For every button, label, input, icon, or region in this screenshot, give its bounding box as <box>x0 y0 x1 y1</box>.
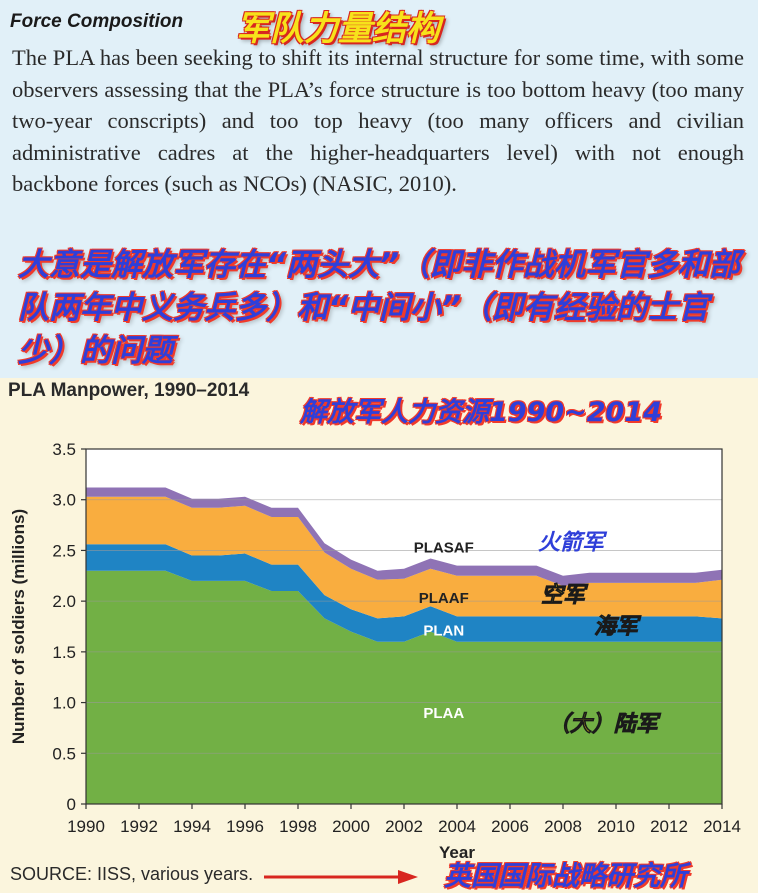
y-tick-label: 3.0 <box>52 491 76 510</box>
y-tick-label: 1.0 <box>52 694 76 713</box>
x-tick-label: 2002 <box>385 817 423 836</box>
y-tick-label: 0.5 <box>52 744 76 763</box>
x-tick-label: 2014 <box>703 817 741 836</box>
source-note: SOURCE: IISS, various years. <box>10 864 254 884</box>
y-axis-label: Number of soldiers (millions) <box>9 509 28 744</box>
series-label-plaa: PLAA <box>423 705 464 722</box>
x-tick-label: 2010 <box>597 817 635 836</box>
body-paragraph: The PLA has been seeking to shift its in… <box>12 45 744 196</box>
series-label-cn-plasaf: 火箭军 <box>538 529 608 555</box>
series-label-plaaf: PLAAF <box>419 590 469 607</box>
series-label-cn-plaaf: 空军 <box>541 582 589 608</box>
chart-title-cn: 解放军人力资源1990~2014 <box>300 397 662 428</box>
x-tick-label: 1990 <box>67 817 105 836</box>
series-label-cn-plaa: （大）陆军 <box>548 711 662 737</box>
x-tick-label: 1998 <box>279 817 317 836</box>
x-tick-label: 1994 <box>173 817 211 836</box>
area-plaaf <box>86 496 722 619</box>
article-panel <box>0 0 758 378</box>
x-tick-label: 2006 <box>491 817 529 836</box>
y-tick-label: 1.5 <box>52 643 76 662</box>
section-heading-cn: 军队力量结构 <box>236 9 440 49</box>
area-plan <box>86 544 722 642</box>
section-heading: Force Composition <box>10 11 184 32</box>
x-tick-label: 1992 <box>120 817 158 836</box>
series-label-cn-plan: 海军 <box>594 615 642 640</box>
x-tick-label: 1996 <box>226 817 264 836</box>
x-axis-label: Year <box>439 843 475 862</box>
summary-cn: 大意是解放军存在“两头大”（即非作战机军官多和部队两年中义务兵多）和“中间小”（… <box>18 247 740 369</box>
x-tick-label: 2012 <box>650 817 688 836</box>
arrow-right-icon <box>264 870 418 884</box>
source-note-cn: 英国国际战略研究所 <box>444 861 687 892</box>
y-tick-label: 2.0 <box>52 592 76 611</box>
y-tick-label: 3.5 <box>52 440 76 459</box>
chart-title: PLA Manpower, 1990–2014 <box>8 380 250 401</box>
area-plasaf <box>86 487 722 586</box>
series-label-plasaf: PLASAF <box>414 539 474 556</box>
y-tick-label: 2.5 <box>52 541 76 560</box>
series-label-plan: PLAN <box>423 623 464 640</box>
x-tick-label: 2000 <box>332 817 370 836</box>
area-plaa <box>86 570 722 804</box>
x-tick-label: 2008 <box>544 817 582 836</box>
x-tick-label: 2004 <box>438 817 476 836</box>
y-tick-label: 0 <box>67 795 76 814</box>
